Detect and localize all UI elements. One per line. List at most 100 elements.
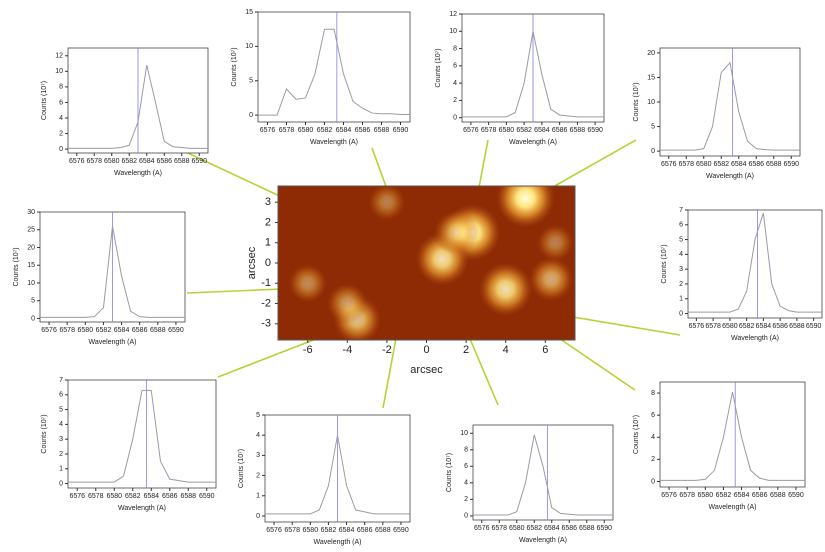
x-tick-label: 6586 (162, 493, 178, 500)
x-tick-label: 6578 (491, 525, 507, 532)
y-tick-label: 15 (27, 262, 35, 269)
y-tick-label: 6 (651, 412, 655, 419)
x-axis-label: Wavelength (A) (709, 504, 757, 511)
x-tick-label: 6584 (544, 525, 560, 532)
x-tick-label: 6576 (689, 323, 705, 330)
y-axis-label: Counts (10⁷) (238, 449, 245, 488)
y-axis-label: Counts (10⁷) (13, 247, 20, 286)
y-axis-label: Counts (10⁷) (661, 244, 668, 283)
x-tick-label: 6582 (713, 161, 729, 168)
y-tick-label: 0 (256, 513, 260, 520)
emission-blob (496, 168, 555, 227)
emission-blob (288, 263, 328, 303)
x-tick-label: 6590 (393, 127, 409, 134)
y-tick-label: 6 (59, 99, 63, 106)
x-tick-label: 6588 (579, 525, 595, 532)
y-tick-label: 2 (59, 451, 63, 458)
x-tick-label: -6 (303, 344, 313, 356)
x-tick-label: 6576 (69, 493, 85, 500)
x-tick-label: 6580 (722, 323, 738, 330)
y-tick-label: 10 (460, 430, 468, 437)
y-tick-label: 0 (651, 148, 655, 155)
y-tick-label: 30 (27, 209, 35, 216)
y-tick-label: 3 (265, 196, 271, 208)
y-tick-label: 8 (464, 447, 468, 454)
y-tick-label: 3 (679, 266, 683, 273)
x-tick-label: 6584 (139, 158, 155, 165)
figure: -6-4-20246-3-2-10123arcsecarcsec65766578… (0, 0, 825, 552)
y-tick-label: 2 (651, 456, 655, 463)
y-tick-label: 1 (265, 237, 271, 249)
x-axis-label: arcsec (410, 364, 443, 376)
x-axis-label: Wavelength (A) (731, 335, 779, 342)
y-tick-label: 5 (256, 412, 260, 419)
x-tick-label: 6582 (516, 127, 532, 134)
x-axis-label: Wavelength (A) (89, 339, 137, 346)
y-tick-label: 5 (679, 236, 683, 243)
y-tick-label: -1 (261, 277, 271, 289)
x-tick-label: 6588 (374, 127, 390, 134)
y-tick-label: 4 (256, 432, 260, 439)
y-tick-label: 6 (464, 463, 468, 470)
x-tick-label: 6590 (587, 127, 603, 134)
x-tick-label: 6576 (266, 527, 282, 534)
x-tick-label: 6582 (716, 492, 732, 499)
x-tick-label: 6588 (570, 127, 586, 134)
emission-blob (536, 224, 574, 262)
y-tick-label: 7 (59, 377, 63, 384)
x-tick-label: 6578 (88, 493, 104, 500)
x-tick-label: 6580 (698, 492, 714, 499)
x-tick-label: 6590 (783, 161, 799, 168)
y-tick-label: 3 (256, 452, 260, 459)
x-tick-label: 6576 (661, 161, 677, 168)
x-tick-label: 6586 (355, 127, 371, 134)
y-tick-label: 2 (256, 472, 260, 479)
y-tick-label: 10 (245, 43, 253, 50)
plot-frame (68, 380, 216, 488)
x-tick-label: 6582 (321, 527, 337, 534)
y-tick-label: 4 (651, 434, 655, 441)
y-tick-label: 2 (464, 496, 468, 503)
x-tick-label: 6586 (561, 525, 577, 532)
y-axis-label: Counts (10⁷) (41, 414, 48, 453)
x-tick-label: -4 (342, 344, 352, 356)
y-tick-label: 4 (679, 251, 683, 258)
x-tick-label: 6588 (180, 493, 196, 500)
x-tick-label: 6576 (260, 127, 276, 134)
x-tick-label: 6578 (679, 492, 695, 499)
x-tick-label: -2 (382, 344, 392, 356)
x-tick-label: 6578 (678, 161, 694, 168)
x-tick-label: 6584 (534, 127, 550, 134)
x-tick-label: 6584 (756, 323, 772, 330)
y-tick-label: 1 (679, 296, 683, 303)
y-tick-label: 0 (59, 146, 63, 153)
y-tick-label: 20 (27, 244, 35, 251)
y-tick-label: 12 (449, 11, 457, 18)
y-tick-label: 10 (55, 68, 63, 75)
x-tick-label: 6576 (41, 327, 57, 334)
x-tick-label: 6588 (789, 323, 805, 330)
x-tick-label: 6588 (174, 158, 190, 165)
x-tick-label: 6582 (96, 327, 112, 334)
y-tick-label: 15 (245, 9, 253, 16)
x-axis-label: Wavelength (A) (114, 170, 162, 177)
x-tick-label: 6580 (298, 127, 314, 134)
x-axis-label: Wavelength (A) (706, 173, 754, 180)
x-tick-label: 6586 (772, 323, 788, 330)
x-tick-label: 6586 (552, 127, 568, 134)
y-axis-label: arcsec (246, 246, 258, 279)
x-tick-label: 6584 (339, 527, 355, 534)
y-tick-label: 7 (679, 207, 683, 214)
y-tick-label: 5 (651, 123, 655, 130)
y-tick-label: 4 (59, 115, 63, 122)
y-tick-label: 6 (679, 222, 683, 229)
y-tick-label: 2 (679, 281, 683, 288)
y-tick-label: 0 (651, 478, 655, 485)
x-axis-label: Wavelength (A) (314, 539, 362, 546)
y-tick-label: 0 (59, 480, 63, 487)
x-tick-label: 6582 (317, 127, 333, 134)
y-tick-label: 4 (59, 421, 63, 428)
x-tick-label: 6580 (499, 127, 515, 134)
y-axis-label: Counts (10⁷) (633, 82, 640, 121)
x-tick-label: 6578 (284, 527, 300, 534)
